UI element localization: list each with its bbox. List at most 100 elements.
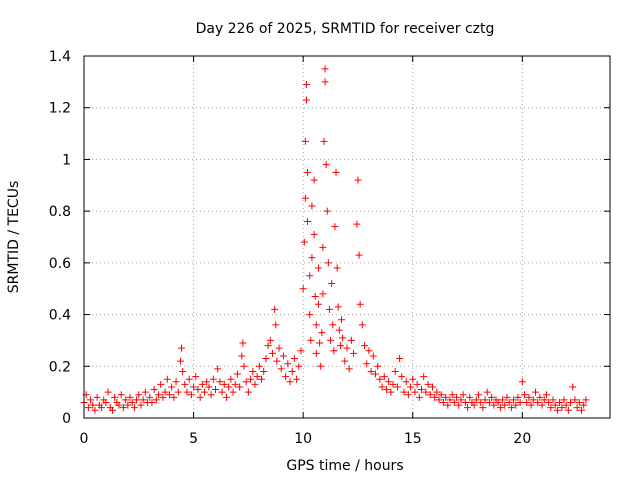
data-point (331, 223, 339, 231)
data-point (367, 367, 375, 375)
data-point (108, 406, 116, 414)
data-point (251, 380, 259, 388)
data-point (521, 391, 529, 399)
data-point (227, 375, 235, 383)
data-point (573, 404, 581, 412)
data-point (560, 396, 568, 404)
data-point (547, 404, 555, 412)
x-tick-label: 0 (80, 431, 89, 447)
data-point (301, 194, 309, 202)
y-tick-label: 0.8 (49, 204, 71, 220)
data-point (93, 393, 101, 401)
data-point (538, 401, 546, 409)
data-point (319, 243, 327, 251)
data-point (233, 370, 241, 378)
data-point (328, 280, 336, 288)
y-tick-labels: 0 0.2 0.4 0.6 0.8 1 1.2 1.4 (49, 49, 71, 427)
data-point (316, 339, 324, 347)
data-point (398, 373, 406, 381)
x-tick-label: 15 (404, 431, 422, 447)
data-point (475, 391, 482, 399)
data-point (380, 373, 388, 381)
y-tick-label: 1.2 (49, 101, 71, 117)
data-point (258, 375, 266, 383)
data-point (319, 290, 327, 298)
data-point (141, 388, 149, 396)
grid (84, 56, 610, 418)
data-point (286, 378, 294, 386)
data-point (247, 375, 255, 383)
data-point (338, 316, 346, 324)
data-point (152, 396, 160, 404)
data-point (308, 202, 316, 210)
data-point (244, 388, 252, 396)
data-point (534, 398, 542, 406)
data-point (150, 386, 158, 394)
data-point (277, 365, 285, 373)
data-point (320, 137, 328, 145)
data-point (275, 344, 283, 352)
data-point (453, 393, 461, 401)
data-point (488, 393, 496, 401)
data-point (549, 396, 557, 404)
data-point (240, 362, 248, 370)
data-point (174, 388, 182, 396)
y-tick-label: 0.6 (49, 256, 71, 272)
data-point (422, 388, 430, 396)
data-point (459, 391, 467, 399)
data-point (124, 401, 132, 409)
data-point (122, 396, 130, 404)
data-point (516, 398, 524, 406)
data-point (170, 393, 178, 401)
data-point (126, 393, 134, 401)
data-point (130, 404, 138, 412)
data-point (179, 367, 187, 375)
data-point (448, 391, 456, 399)
data-point (446, 396, 454, 404)
data-point (551, 401, 559, 409)
data-point (569, 383, 577, 391)
data-point (450, 398, 458, 406)
data-point (503, 393, 511, 401)
data-point (194, 386, 202, 394)
data-point (571, 396, 579, 404)
data-point (415, 393, 423, 401)
data-point (321, 65, 329, 73)
data-point (168, 383, 176, 391)
data-point (335, 326, 343, 334)
data-point (322, 161, 330, 169)
data-point (444, 401, 452, 409)
data-point (293, 375, 301, 383)
data-point (133, 396, 141, 404)
data-point (190, 383, 198, 391)
data-point (117, 391, 125, 399)
x-axis-label: GPS time / hours (286, 458, 403, 474)
data-point (198, 380, 206, 388)
data-point (382, 386, 390, 394)
data-point (531, 388, 539, 396)
data-point (84, 404, 92, 412)
data-point (501, 401, 509, 409)
data-point (329, 321, 337, 329)
data-point (564, 406, 572, 414)
data-point (260, 367, 268, 375)
data-point (192, 373, 200, 381)
data-point (288, 367, 296, 375)
data-point (242, 378, 250, 386)
data-point (327, 336, 335, 344)
data-point (308, 254, 316, 262)
data-point (442, 393, 450, 401)
data-point (89, 401, 97, 409)
y-axis-label: SRMTID / TECUs (6, 181, 22, 294)
data-point (457, 396, 465, 404)
data-point (225, 383, 233, 391)
data-point (317, 362, 325, 370)
data-point (222, 393, 230, 401)
data-point (409, 375, 417, 383)
data-point (437, 391, 445, 399)
data-point (249, 367, 257, 375)
data-point (479, 404, 487, 412)
y-tick-label: 0.2 (49, 359, 71, 375)
data-point (325, 305, 333, 313)
data-point (420, 373, 428, 381)
